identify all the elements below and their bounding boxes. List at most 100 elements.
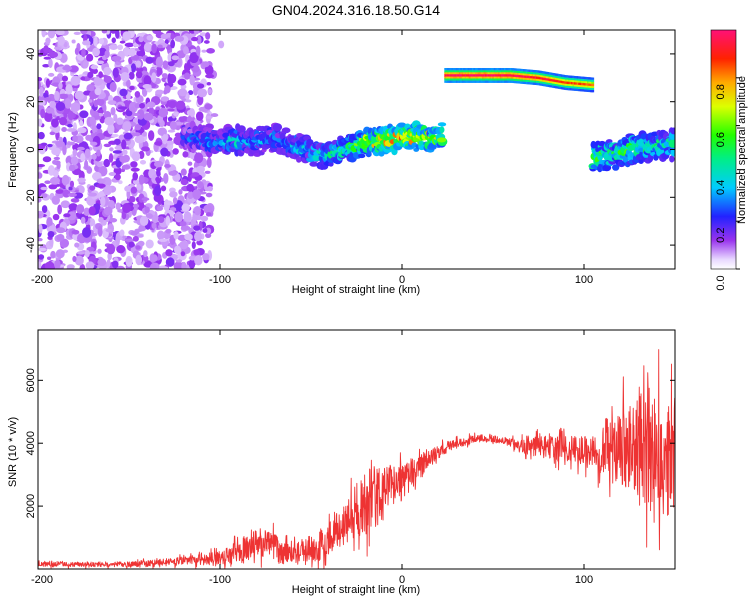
spectrogram-noise-blob xyxy=(81,48,86,58)
spectrogram-noise-blob xyxy=(189,52,199,64)
spectrogram-noise-blob xyxy=(121,212,127,220)
spectrogram-band-cell xyxy=(445,80,449,83)
spectrogram-band-cell xyxy=(479,72,483,75)
spectrogram-band-cell xyxy=(453,70,456,73)
spectrogram-band-cell xyxy=(515,78,519,81)
spectrogram-noise-blob xyxy=(205,192,213,198)
spectrogram-band-cell xyxy=(490,80,494,83)
spectrogram-band-cell xyxy=(519,75,523,78)
spectrogram-noise-blob xyxy=(173,231,179,240)
spectrogram-band-cell xyxy=(518,76,522,80)
spectrogram-band-cell xyxy=(544,74,548,77)
spectrogram-noise-blob xyxy=(193,30,200,35)
spectrogram-band-cell xyxy=(531,74,535,77)
spectrogram-noise-blob xyxy=(175,100,186,110)
spectrogram-band-cell xyxy=(450,70,453,73)
spectrogram-band-cell xyxy=(502,74,506,77)
spectrogram-band-cell xyxy=(461,80,465,83)
spectrogram-noise-blob xyxy=(103,158,111,168)
spectrogram-band-cell xyxy=(499,78,503,81)
spectrogram-band-cell xyxy=(550,85,554,88)
spectrogram-noise-blob xyxy=(179,115,189,124)
spectrogram-noise-blob xyxy=(50,250,56,259)
spectrogram-noise-blob xyxy=(91,153,97,160)
spectrogram-noise-blob xyxy=(145,56,154,64)
spectrogram-band-cell xyxy=(530,75,533,79)
spectrogram-band-cell xyxy=(576,84,580,87)
spectrogram-noise-blob xyxy=(80,76,86,81)
spectrogram-band-cell xyxy=(457,70,461,73)
spectrogram-noise-blob xyxy=(135,60,142,68)
spectrogram-noise-blob xyxy=(195,45,201,56)
spectrogram-noise-blob xyxy=(130,63,137,73)
spectrogram-band-cell xyxy=(470,72,474,75)
spectrogram-noise-blob xyxy=(72,87,78,92)
spectrogram-band-cell xyxy=(569,78,573,81)
spectrogram-noise-blob xyxy=(167,202,175,206)
spectrogram-noise-blob xyxy=(80,216,86,224)
spectrogram-band-cell xyxy=(518,74,522,78)
spectrogram-band-cell xyxy=(586,89,590,92)
spectrogram-noise-blob xyxy=(76,204,85,214)
spectrogram-band-cell xyxy=(544,84,548,87)
spectrogram-band-cell xyxy=(566,87,570,91)
colorbar-label: Normalized spectral amplitude xyxy=(736,76,748,224)
colorbar-tick-label: 0.0 xyxy=(715,275,727,290)
spectrogram-noise-blob xyxy=(131,132,141,137)
spectrogram-band-cell xyxy=(509,78,513,81)
spectrogram-band-cell xyxy=(531,69,535,73)
spectrogram-band-cell xyxy=(490,74,494,77)
y-tick-label: 0 xyxy=(25,146,37,152)
spectrogram-band-cell xyxy=(525,71,529,75)
spectrogram-noise-blob xyxy=(207,186,214,192)
spectrogram-band-cell xyxy=(575,88,579,91)
spectrogram-noise-blob xyxy=(116,117,124,125)
spectrogram-noise-blob xyxy=(66,264,75,269)
spectrogram-noise-blob xyxy=(103,75,112,84)
spectrogram-band-cell xyxy=(483,80,487,83)
spectrogram-noise-blob xyxy=(146,35,154,41)
spectrogram-noise-blob xyxy=(218,40,225,49)
spectrogram-band-cell xyxy=(582,89,586,92)
spectrogram-signal-blob xyxy=(309,161,318,167)
spectrogram-band-cell xyxy=(534,78,538,81)
spectrogram-band-cell xyxy=(517,78,520,82)
spectrogram-band-cell xyxy=(444,74,448,77)
spectrogram-noise-blob xyxy=(183,72,191,80)
y-tick-label: -20 xyxy=(25,189,37,205)
spectrogram-band-cell xyxy=(498,76,501,79)
spectrogram-band-cell xyxy=(511,72,515,75)
spectrogram-noise-blob xyxy=(93,36,98,47)
spectrogram-band-cell xyxy=(467,76,471,79)
spectrogram-noise-blob xyxy=(122,121,132,132)
spectrogram-band-cell xyxy=(489,80,493,83)
spectrogram-band-cell xyxy=(524,77,528,80)
spectrogram-noise-blob xyxy=(168,100,177,109)
spectrogram-band-cell xyxy=(547,80,551,83)
spectrogram-band-cell xyxy=(522,73,526,76)
spectrogram-band-cell xyxy=(482,78,485,81)
spectrogram-band-cell xyxy=(466,70,469,73)
spectrogram-band-cell xyxy=(524,71,528,75)
spectrogram-band-cell xyxy=(477,80,481,83)
spectrogram-noise-blob xyxy=(127,47,136,57)
spectrogram-band-cell xyxy=(474,70,478,73)
spectrogram-noise-blob xyxy=(67,123,73,128)
spectrogram-noise-blob xyxy=(122,235,127,239)
spectrogram-band-cell xyxy=(572,83,576,87)
spectrogram-band-cell xyxy=(570,78,574,81)
spectrogram-band-cell xyxy=(502,72,506,75)
spectrogram-band-cell xyxy=(476,74,480,77)
spectrogram-band-cell xyxy=(519,81,523,84)
spectrogram-noise-blob xyxy=(38,238,43,242)
spectrogram-band-cell xyxy=(503,72,507,75)
spectrogram-band-cell xyxy=(477,74,481,77)
spectrogram-band-cell xyxy=(485,70,488,73)
spectrogram-band-cell xyxy=(490,70,494,73)
spectrogram-noise-blob xyxy=(86,53,94,62)
spectrogram-noise-blob xyxy=(156,67,163,76)
spectrogram-noise-blob xyxy=(121,164,131,170)
spectrogram-signal-blob xyxy=(237,125,246,133)
spectrogram-band-cell xyxy=(575,80,579,83)
